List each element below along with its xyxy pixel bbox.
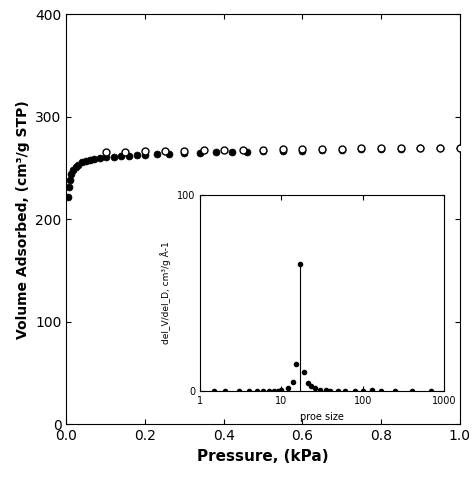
- Y-axis label: Volume Adsorbed, (cm³/g STP): Volume Adsorbed, (cm³/g STP): [16, 100, 29, 339]
- X-axis label: Pressure, (kPa): Pressure, (kPa): [197, 449, 329, 464]
